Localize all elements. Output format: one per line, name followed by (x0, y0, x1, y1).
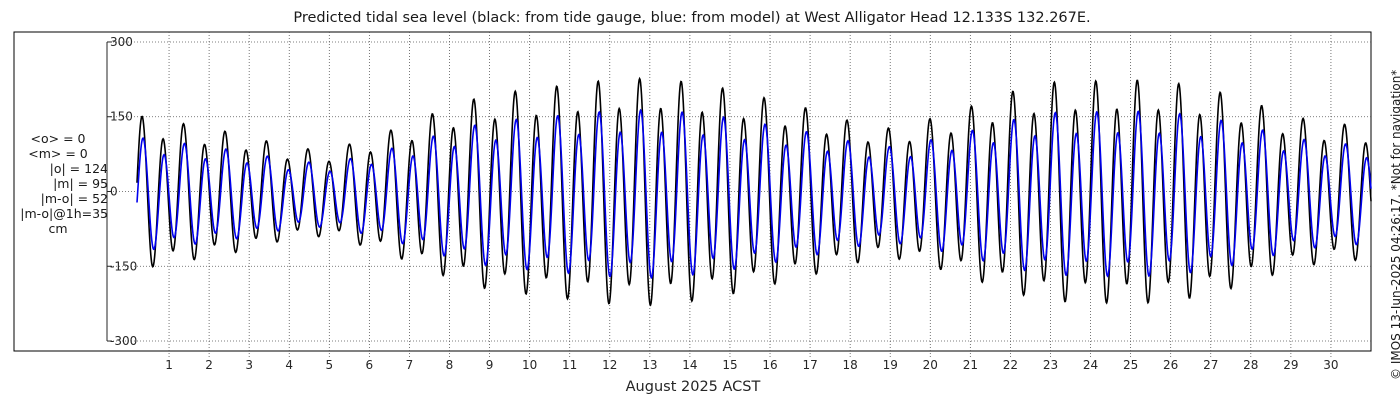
x-tick-label: 6 (366, 358, 374, 372)
x-tick-label: 26 (1163, 358, 1178, 372)
stat-mean-obs: <o> = 0 (30, 131, 86, 146)
x-tick-label: 11 (562, 358, 577, 372)
x-tick-label: 16 (762, 358, 777, 372)
y-axis: 300 150 0 -150 -300 (106, 35, 137, 348)
x-tick-label: 7 (406, 358, 414, 372)
stat-abs-model: |m| = 95 (53, 176, 108, 191)
x-tick-label: 13 (642, 358, 657, 372)
x-tick-label: 23 (1043, 358, 1058, 372)
x-tick-label: 27 (1203, 358, 1218, 372)
stat-unit: cm (48, 221, 68, 236)
x-tick-label: 29 (1283, 358, 1298, 372)
x-tick-label: 12 (602, 358, 617, 372)
x-tick-label: 8 (446, 358, 454, 372)
x-tick-label: 10 (522, 358, 537, 372)
x-axis: 1 2 3 4 5 6 7 8 9 10 11 12 13 14 15 16 17 18 19 20 21 22 23 24 2… (165, 358, 1338, 372)
x-tick-label: 20 (923, 358, 938, 372)
grid-lines (107, 32, 1371, 357)
x-tick-label: 21 (963, 358, 978, 372)
x-tick-label: 22 (1003, 358, 1018, 372)
x-tick-label: 28 (1243, 358, 1258, 372)
x-tick-label: 17 (802, 358, 817, 372)
x-tick-label: 15 (722, 358, 737, 372)
x-tick-label: 2 (205, 358, 213, 372)
x-tick-label: 5 (325, 358, 333, 372)
stat-abs-diff-1h: |m-o|@1h=35 (20, 206, 108, 221)
x-tick-label: 14 (682, 358, 697, 372)
x-tick-label: 30 (1323, 358, 1338, 372)
chart-title: Predicted tidal sea level (black: from t… (293, 10, 1091, 26)
stat-mean-model: <m> = 0 (28, 146, 88, 161)
stats-panel: <o> = 0 <m> = 0 |o| = 124 |m| = 95 |m-o|… (8, 131, 108, 236)
stat-abs-diff: |m-o| = 52 (40, 191, 108, 206)
y-tick-label: -150 (110, 259, 137, 273)
x-tick-label: 9 (486, 358, 494, 372)
x-tick-label: 25 (1123, 358, 1138, 372)
series-model-line (136, 108, 1372, 280)
y-tick-label: 0 (110, 185, 118, 199)
x-tick-label: 18 (843, 358, 858, 372)
y-tick-label: 150 (110, 110, 133, 124)
x-tick-label: 4 (285, 358, 293, 372)
series-tide-gauge-line (136, 76, 1372, 307)
x-tick-label: 3 (245, 358, 253, 372)
x-tick-label: 24 (1083, 358, 1098, 372)
y-tick-label: -300 (110, 334, 137, 348)
stat-abs-obs: |o| = 124 (49, 161, 108, 176)
x-tick-label: 1 (165, 358, 173, 372)
x-tick-label: 19 (883, 358, 898, 372)
y-tick-label: 300 (110, 35, 133, 49)
x-axis-label: August 2025 ACST (626, 379, 761, 395)
